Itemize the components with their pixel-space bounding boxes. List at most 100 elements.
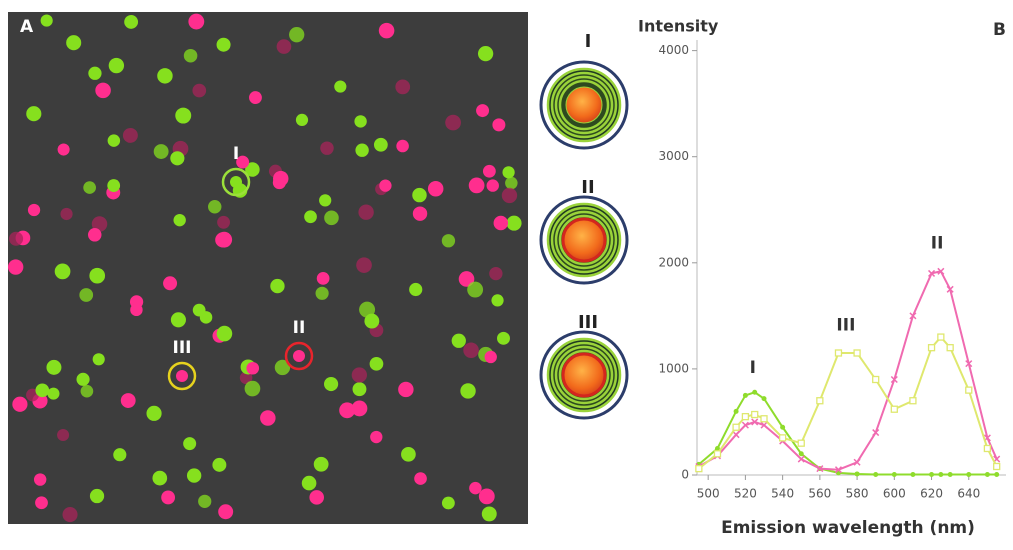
particle: [364, 313, 380, 329]
point: [853, 458, 861, 466]
particle: [92, 353, 105, 366]
particle: [486, 179, 499, 192]
particle: [441, 496, 455, 510]
particle: [113, 448, 127, 462]
particle: [152, 470, 168, 486]
particle: [476, 104, 490, 118]
annotation: III: [836, 315, 855, 335]
point: [909, 312, 917, 320]
particle: [339, 402, 356, 419]
particle: [40, 14, 53, 27]
point: [965, 360, 973, 368]
particle: [188, 13, 205, 30]
particle: [467, 281, 484, 298]
particle: [351, 400, 368, 417]
particle: [91, 216, 108, 232]
point: [937, 267, 945, 275]
point: [713, 450, 722, 458]
point: [760, 415, 768, 423]
particle: [170, 151, 185, 166]
particle: [7, 259, 24, 275]
particle: [46, 359, 62, 375]
particle: [198, 494, 212, 508]
particle: [130, 303, 143, 317]
schematic-label: II: [581, 177, 594, 198]
particle: [157, 68, 173, 84]
point: [760, 421, 768, 429]
point: [780, 424, 786, 430]
point: [732, 431, 740, 439]
point: [890, 405, 898, 413]
particle: [412, 187, 427, 203]
particle: [501, 187, 518, 204]
particle: [60, 207, 73, 221]
particle: [170, 312, 186, 328]
particle: [506, 215, 522, 231]
point: [873, 471, 879, 477]
particle: [163, 276, 178, 291]
particle: [351, 367, 368, 383]
point: [797, 439, 805, 447]
y-tick-label: 0: [681, 468, 689, 482]
particle: [83, 181, 96, 194]
point: [733, 408, 739, 414]
particle: [230, 176, 242, 188]
particle: [489, 266, 503, 281]
point: [966, 471, 972, 477]
point: [778, 434, 787, 442]
particle: [319, 194, 332, 207]
series-line: [698, 391, 997, 476]
x-tick-label: 580: [846, 487, 869, 501]
particle: [54, 263, 71, 280]
point: [741, 412, 750, 421]
particle: [88, 66, 102, 80]
y-tick-label: 3000: [658, 149, 689, 163]
particle: [481, 506, 497, 522]
particle: [491, 294, 504, 307]
particle: [57, 428, 70, 442]
particle: [27, 203, 41, 217]
particle: [497, 331, 510, 345]
point: [890, 375, 898, 384]
marker-label: III: [173, 338, 192, 358]
particle: [153, 144, 169, 159]
particle: [414, 472, 427, 485]
point: [695, 464, 703, 473]
particle: [33, 473, 47, 486]
x-tick-label: 640: [957, 487, 980, 501]
marker-label: II: [293, 318, 306, 338]
particle: [183, 48, 198, 63]
particle: [120, 393, 136, 408]
particle: [76, 372, 90, 386]
particle: [358, 204, 374, 220]
particle: [378, 22, 395, 39]
point: [909, 397, 917, 405]
point: [947, 471, 953, 477]
point: [910, 471, 916, 477]
point: [761, 396, 767, 402]
particle: [107, 134, 121, 147]
particle: [370, 430, 383, 444]
point: [937, 333, 945, 341]
marker-ring: [284, 341, 314, 371]
particle: [124, 14, 139, 29]
marker-ring: [167, 361, 197, 391]
marker-label: I: [233, 144, 239, 164]
particle: [441, 234, 456, 248]
particle: [270, 278, 285, 294]
particle: [356, 257, 372, 273]
particle: [192, 83, 207, 98]
point: [853, 349, 861, 357]
particle: [379, 179, 392, 192]
particle: [12, 396, 28, 412]
particle: [316, 272, 330, 285]
particle: [352, 382, 367, 397]
particle: [409, 282, 423, 297]
point: [946, 344, 954, 352]
x-tick-label: 500: [697, 487, 720, 501]
particle: [369, 356, 384, 371]
particle: [477, 46, 494, 62]
particle: [245, 162, 260, 177]
point: [741, 421, 749, 429]
